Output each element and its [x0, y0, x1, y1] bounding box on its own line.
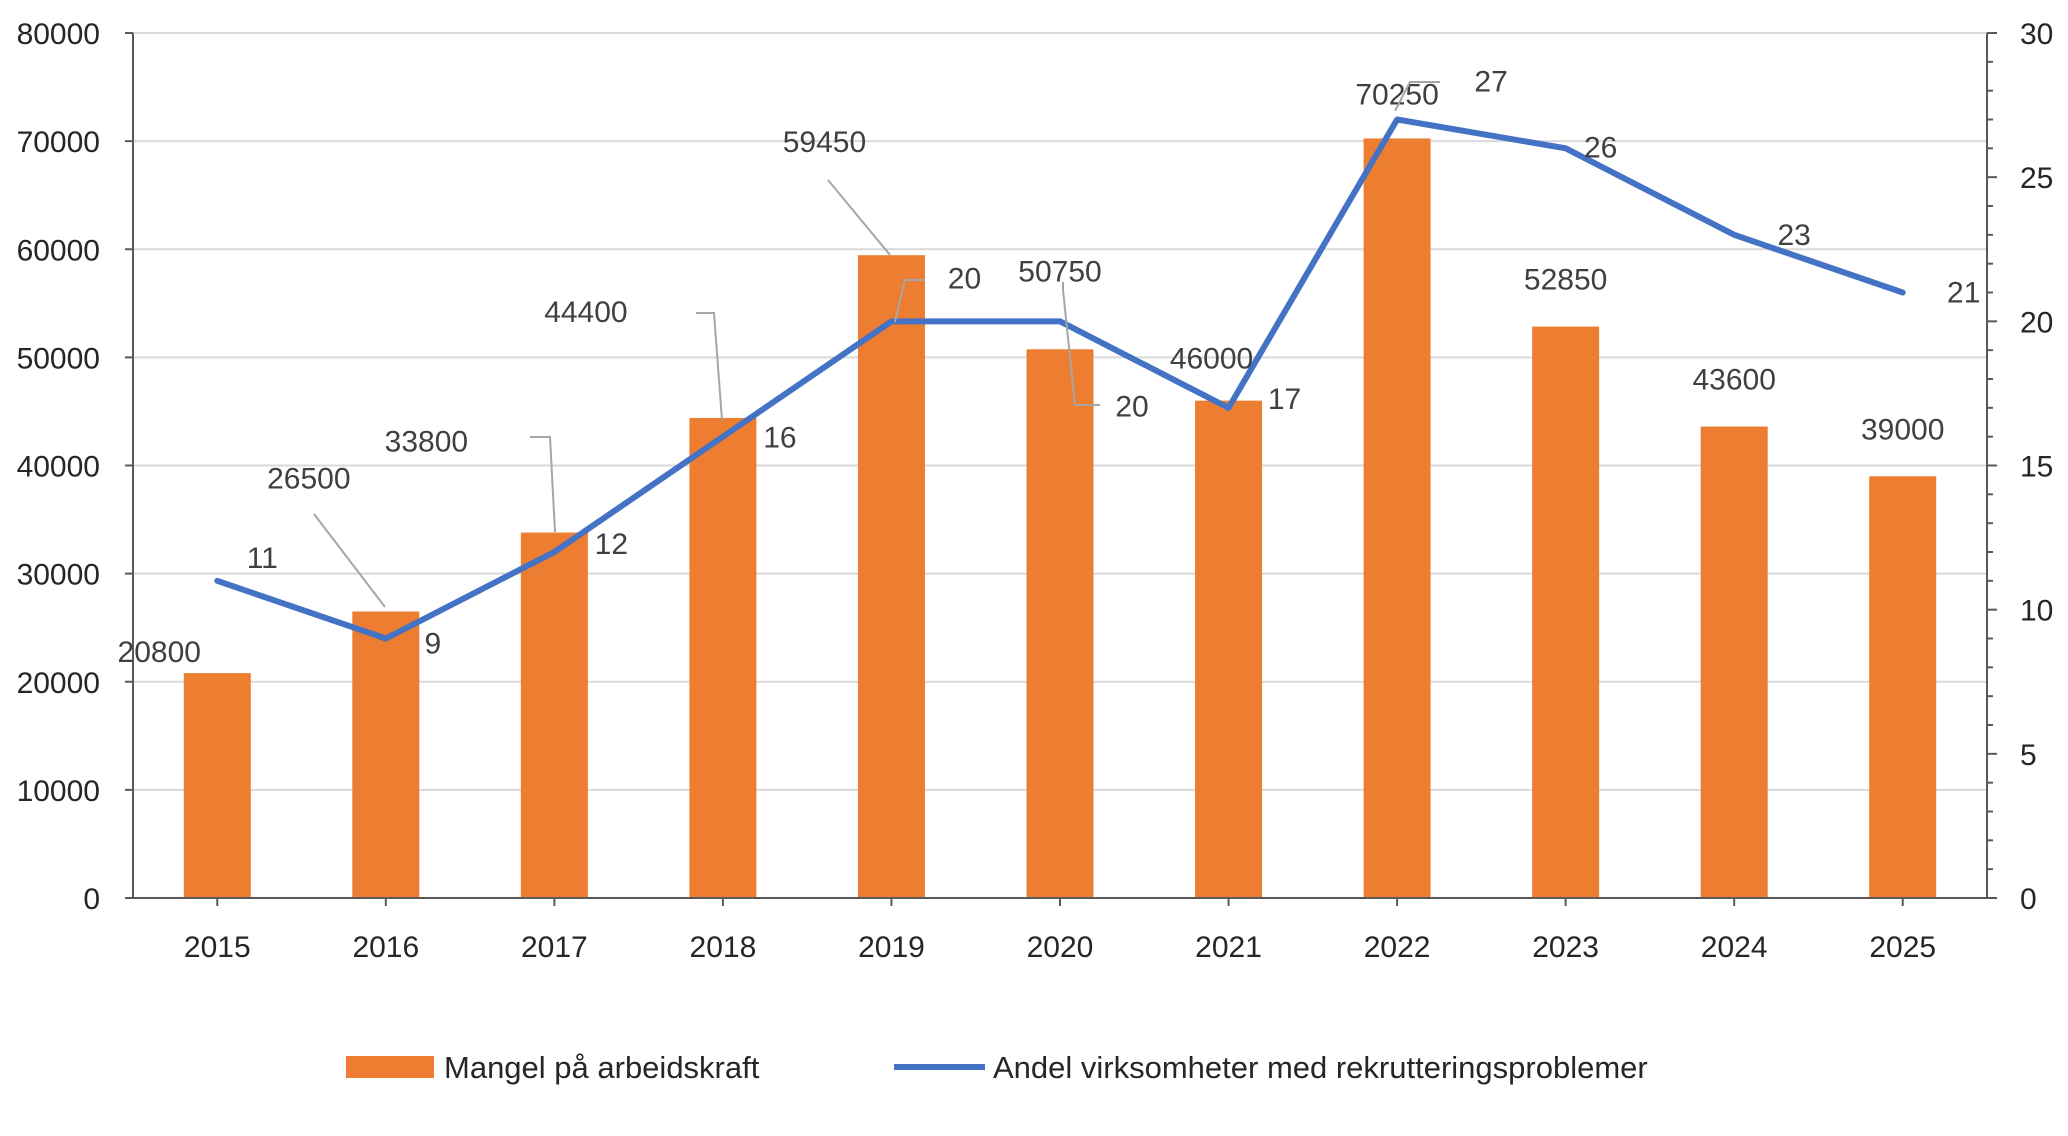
legend: Mangel på arbeidskraft Andel virksomheter… [346, 1050, 1648, 1085]
line-data-label: 27 [1474, 66, 1507, 99]
bar-data-label: 39000 [1861, 413, 1944, 446]
left-axis-tick-label: 0 [83, 883, 100, 916]
bar-2017 [521, 533, 588, 898]
line-data-label: 9 [424, 628, 441, 661]
bar-data-label: 46000 [1170, 343, 1253, 376]
left-axis-tick-label: 60000 [17, 234, 100, 267]
line-data-label: 16 [763, 422, 796, 455]
left-axis-tick-label: 70000 [17, 126, 100, 159]
legend-line-label: Andel virksomheter med rekrutteringsprob… [993, 1050, 1648, 1085]
bar-label-leader-line [314, 514, 385, 607]
x-axis-tick-label: 2015 [184, 931, 251, 964]
x-axis-tick-label: 2017 [521, 931, 588, 964]
left-axis-tick-label: 80000 [17, 18, 100, 51]
line-data-label: 23 [1777, 219, 1810, 252]
right-axis-tick-label: 25 [2020, 162, 2053, 195]
left-axis-tick-label: 30000 [17, 559, 100, 592]
bar-2020 [1027, 349, 1094, 898]
left-axis-tick-label: 50000 [17, 342, 100, 375]
bar-2025 [1869, 476, 1936, 898]
right-axis-tick-label: 5 [2020, 739, 2037, 772]
left-axis-tick-label: 40000 [17, 451, 100, 484]
x-axis-tick-label: 2020 [1027, 931, 1094, 964]
bar-data-label: 26500 [267, 462, 350, 495]
left-axis-tick-label: 20000 [17, 667, 100, 700]
bar-label-leader-line [696, 313, 722, 420]
line-data-label: 26 [1584, 131, 1617, 164]
right-axis-tick-label: 20 [2020, 306, 2053, 339]
right-axis-tick-label: 15 [2020, 451, 2053, 484]
bar-label-leader-line [530, 437, 555, 532]
legend-bar-swatch [346, 1056, 434, 1078]
line-data-label: 11 [247, 542, 278, 575]
bar-2018 [689, 418, 756, 898]
line-data-label: 12 [595, 528, 628, 561]
bar-2024 [1701, 427, 1768, 898]
line-data-label: 21 [1947, 277, 1980, 310]
x-axis-tick-label: 2021 [1195, 931, 1262, 964]
bar-data-label: 20800 [118, 636, 201, 669]
line-data-label: 17 [1268, 383, 1301, 416]
line-data-label: 20 [948, 262, 981, 295]
bar-series [184, 138, 1936, 898]
bar-data-label: 59450 [783, 126, 866, 159]
bar-2019 [858, 255, 925, 898]
x-axis-tick-label: 2024 [1701, 931, 1768, 964]
x-axis-tick-label: 2018 [690, 931, 757, 964]
x-axis-tick-label: 2025 [1869, 931, 1936, 964]
bar-data-label: 44400 [544, 296, 627, 329]
right-axis-tick-label: 30 [2020, 18, 2053, 51]
x-axis-tick-label: 2022 [1364, 931, 1431, 964]
right-axis-tick-label: 0 [2020, 883, 2037, 916]
bar-2015 [184, 673, 251, 898]
left-axis-tick-label: 10000 [17, 775, 100, 808]
bar-2016 [352, 611, 419, 898]
bar-2023 [1532, 327, 1599, 898]
bar-2021 [1195, 401, 1262, 898]
bar-data-label: 50750 [1018, 255, 1101, 288]
bar-2022 [1364, 138, 1431, 898]
x-axis-tick-label: 2023 [1532, 931, 1599, 964]
x-axis-tick-label: 2019 [858, 931, 925, 964]
bar-data-label: 52850 [1524, 264, 1607, 297]
line-data-label: 20 [1115, 390, 1148, 423]
bar-data-label: 33800 [385, 426, 468, 459]
right-axis-tick-label: 10 [2020, 595, 2053, 628]
legend-bar-label: Mangel på arbeidskraft [444, 1050, 760, 1085]
x-axis-tick-label: 2016 [352, 931, 419, 964]
bar-data-label: 43600 [1692, 364, 1775, 397]
bar-label-leader-line [828, 180, 890, 255]
